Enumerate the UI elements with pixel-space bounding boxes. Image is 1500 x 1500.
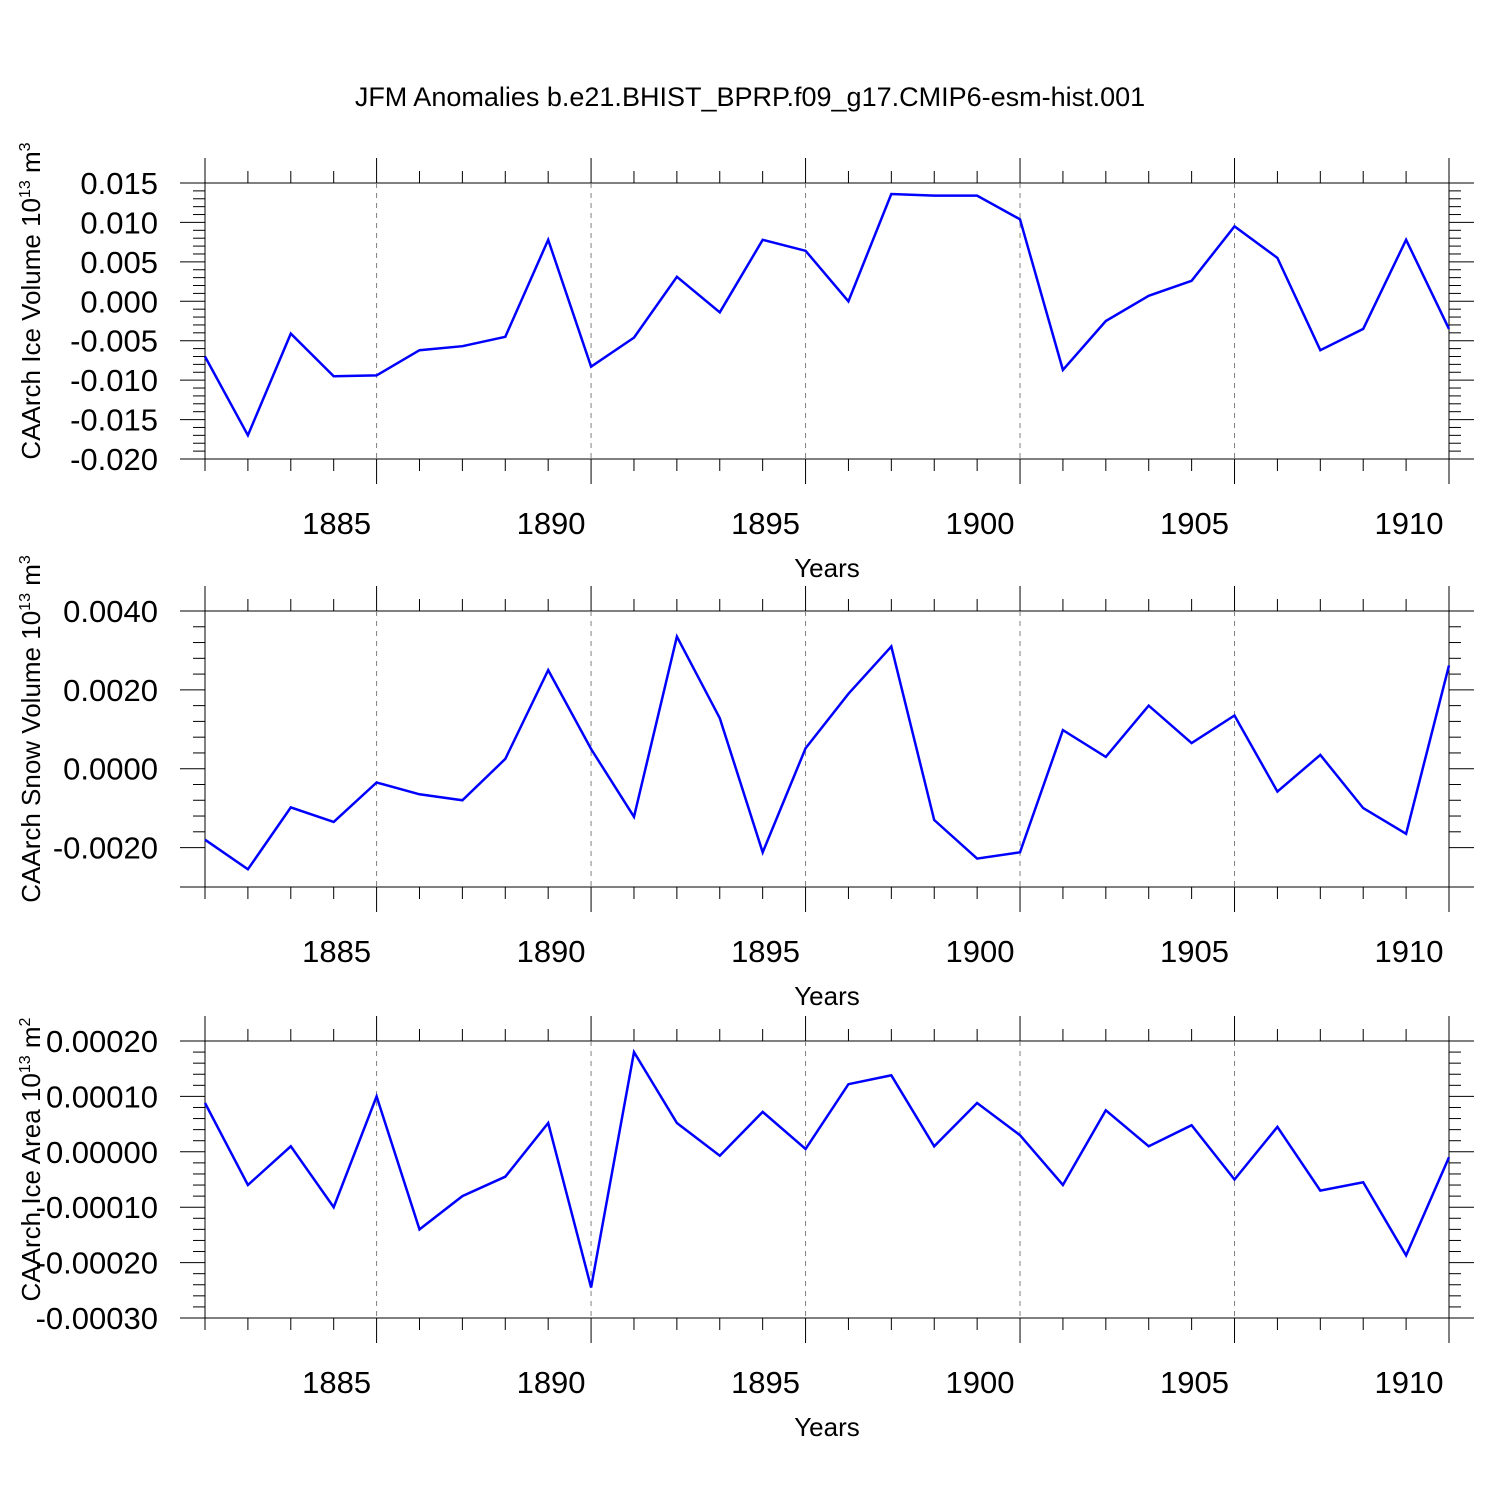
x-tick-label: 1905	[1160, 506, 1229, 541]
y-tick-label: 0.00010	[46, 1079, 158, 1114]
y-axis-label-unit: m	[16, 1026, 46, 1055]
y-tick-label: -0.0020	[53, 831, 158, 866]
x-tick-label: 1910	[1375, 934, 1444, 969]
y-axis-label: CAArch Ice Volume 1013 m3	[16, 142, 46, 459]
y-tick-label: -0.00010	[36, 1190, 158, 1225]
y-tick-label: -0.020	[70, 442, 158, 477]
x-tick-label: 1885	[302, 506, 371, 541]
panel-ice-area: 1885 1890 1895 1900 1905 1910 0.00020 0.00010 0.…	[16, 1016, 1474, 1442]
y-tick-label: 0.015	[80, 166, 158, 201]
x-tick-label: 1885	[302, 1365, 371, 1400]
y-axis-label-exponent: 13	[17, 180, 34, 198]
panel-snow-volume: 1885 1890 1895 1900 1905 1910 0.0040 0.0020 0.00…	[16, 555, 1474, 1011]
y-tick-label: 0.010	[80, 205, 158, 240]
y-axis-label: CAArch Snow Volume 1013 m3	[16, 555, 46, 903]
y-tick-label: -0.00030	[36, 1301, 158, 1336]
chart-title: JFM Anomalies b.e21.BHIST_BPRP.f09_g17.C…	[354, 82, 1146, 112]
x-axis-label: Years	[794, 1412, 860, 1442]
y-axis-label-unit-exponent: 2	[17, 1017, 34, 1026]
x-tick-label: 1900	[946, 506, 1015, 541]
series-line	[203, 192, 1451, 439]
x-tick-label: 1895	[731, 506, 800, 541]
y-tick-label: 0.00000	[46, 1135, 158, 1170]
x-tick-label: 1910	[1375, 506, 1444, 541]
panel-ice-volume: 1885 1890 1895 1900 1905 1910 0.015 0.010 0.005 0…	[16, 142, 1474, 583]
y-axis-label-unit-exponent: 3	[17, 555, 34, 564]
series-line	[204, 633, 1451, 872]
y-axis-label-unit: m	[16, 564, 46, 593]
y-tick-label: 0.0020	[63, 673, 158, 708]
series-line	[203, 1048, 1451, 1288]
y-tick-label: 0.00020	[46, 1024, 158, 1059]
y-axis-label: CAArch Ice Area 1013 m2	[16, 1017, 46, 1301]
x-tick-label: 1895	[731, 934, 800, 969]
y-tick-label: -0.015	[70, 403, 158, 438]
y-axis-label-text: CAArch Ice Volume 10	[16, 198, 46, 460]
y-axis-label-exponent: 13	[17, 593, 34, 611]
y-axis-label-text: CAArch Ice Area 10	[16, 1073, 46, 1301]
x-tick-label: 1890	[517, 1365, 586, 1400]
x-tick-label: 1895	[731, 1365, 800, 1400]
x-tick-label: 1890	[517, 506, 586, 541]
x-tick-label: 1905	[1160, 1365, 1229, 1400]
y-tick-label: 0.005	[80, 245, 158, 280]
y-axis-label-unit-exponent: 3	[17, 142, 34, 151]
y-tick-label: -0.005	[70, 324, 158, 359]
y-axis-label-text: CAArch Snow Volume 10	[16, 611, 46, 903]
y-tick-label: 0.000	[80, 284, 158, 319]
y-tick-label: 0.0000	[63, 752, 158, 787]
y-axis-label-exponent: 13	[17, 1055, 34, 1073]
y-tick-label: 0.0040	[63, 594, 158, 629]
x-tick-label: 1905	[1160, 934, 1229, 969]
x-tick-label: 1900	[946, 1365, 1015, 1400]
x-axis-label: Years	[794, 981, 860, 1011]
y-tick-label: -0.010	[70, 363, 158, 398]
x-tick-label: 1890	[517, 934, 586, 969]
y-tick-label: -0.00020	[36, 1246, 158, 1281]
x-axis-label: Years	[794, 553, 860, 583]
y-axis-label-unit: m	[16, 151, 46, 180]
x-tick-label: 1885	[302, 934, 371, 969]
x-tick-label: 1900	[946, 934, 1015, 969]
x-tick-label: 1910	[1375, 1365, 1444, 1400]
